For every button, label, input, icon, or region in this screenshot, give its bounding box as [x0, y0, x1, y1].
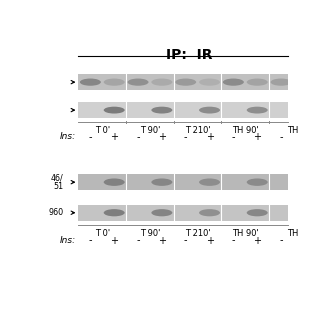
Ellipse shape — [175, 78, 196, 86]
Text: T 0': T 0' — [95, 228, 110, 238]
Bar — [78, 102, 293, 118]
Ellipse shape — [104, 209, 125, 216]
Ellipse shape — [104, 78, 125, 86]
Ellipse shape — [247, 78, 268, 86]
Text: -: - — [279, 132, 283, 142]
Ellipse shape — [80, 78, 101, 86]
Bar — [78, 74, 293, 90]
Ellipse shape — [151, 179, 172, 186]
Text: 960: 960 — [48, 208, 64, 217]
Ellipse shape — [199, 209, 220, 216]
Text: -: - — [89, 132, 92, 142]
Text: T 90': T 90' — [140, 126, 160, 135]
Text: Ins:: Ins: — [60, 236, 76, 244]
Text: -: - — [184, 132, 188, 142]
Ellipse shape — [104, 179, 125, 186]
Ellipse shape — [223, 78, 244, 86]
Text: -: - — [184, 236, 188, 245]
Ellipse shape — [199, 179, 220, 186]
Text: 46/: 46/ — [51, 174, 64, 183]
Ellipse shape — [104, 107, 125, 114]
Text: 51: 51 — [53, 182, 64, 191]
Text: TH 90': TH 90' — [232, 228, 259, 238]
Text: -: - — [279, 236, 283, 245]
Ellipse shape — [270, 78, 292, 86]
Bar — [78, 205, 293, 221]
Text: T 210': T 210' — [185, 126, 211, 135]
Text: +: + — [253, 236, 261, 245]
Text: +: + — [110, 236, 118, 245]
Text: Ins:: Ins: — [60, 132, 76, 141]
Text: +: + — [110, 132, 118, 142]
Ellipse shape — [151, 107, 172, 114]
Text: T 210': T 210' — [185, 228, 211, 238]
Text: TH: TH — [287, 126, 299, 135]
Text: T 0': T 0' — [95, 126, 110, 135]
Text: +: + — [205, 132, 213, 142]
Text: -: - — [232, 236, 235, 245]
Ellipse shape — [247, 107, 268, 114]
Text: IP:  IR: IP: IR — [165, 48, 212, 62]
Text: +: + — [253, 132, 261, 142]
Ellipse shape — [128, 78, 148, 86]
Text: TH 90': TH 90' — [232, 126, 259, 135]
Text: -: - — [89, 236, 92, 245]
Ellipse shape — [247, 179, 268, 186]
Ellipse shape — [199, 78, 220, 86]
Text: -: - — [232, 132, 235, 142]
Ellipse shape — [199, 107, 220, 114]
Text: +: + — [158, 236, 166, 245]
Text: T 90': T 90' — [140, 228, 160, 238]
Text: TH: TH — [287, 228, 299, 238]
Ellipse shape — [247, 209, 268, 216]
Text: -: - — [136, 132, 140, 142]
Bar — [78, 174, 293, 190]
Text: -: - — [136, 236, 140, 245]
Text: +: + — [158, 132, 166, 142]
Ellipse shape — [151, 209, 172, 216]
Ellipse shape — [151, 78, 172, 86]
Text: +: + — [205, 236, 213, 245]
